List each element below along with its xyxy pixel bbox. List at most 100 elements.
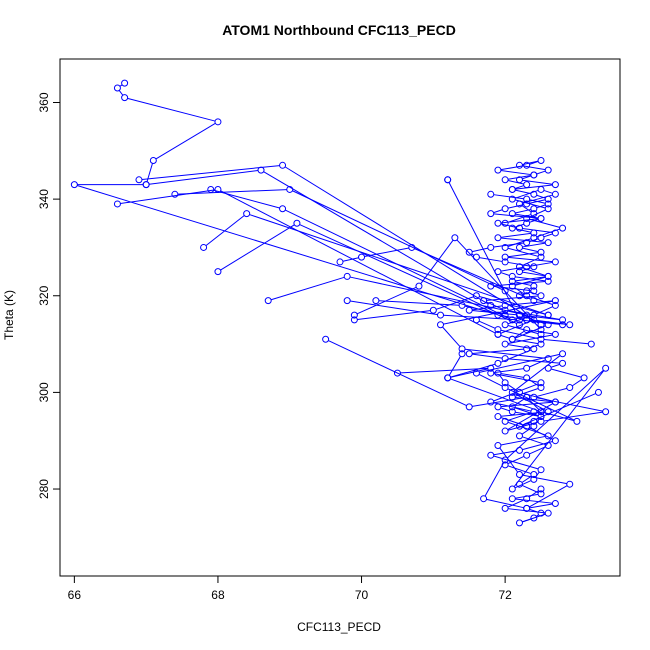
series-line-segment xyxy=(493,209,503,214)
data-point xyxy=(501,219,509,227)
data-point xyxy=(472,316,480,324)
series-line-segment xyxy=(521,427,532,435)
data-point xyxy=(508,393,516,401)
x-tick-label: 66 xyxy=(68,588,82,602)
data-point xyxy=(508,185,516,193)
data-point xyxy=(602,364,610,372)
series-line-segment xyxy=(514,189,539,199)
data-point xyxy=(530,229,538,237)
data-point xyxy=(508,210,516,218)
series-line-segment xyxy=(543,339,589,345)
data-point xyxy=(494,219,502,227)
data-point xyxy=(465,350,473,358)
data-point xyxy=(530,471,538,479)
series-line-segment xyxy=(521,205,532,213)
data-point xyxy=(515,161,523,169)
data-point xyxy=(437,311,445,319)
data-series xyxy=(393,190,567,382)
x-axis: 66 68 70 72 xyxy=(68,575,512,602)
series-line-segment xyxy=(508,358,560,364)
data-point xyxy=(113,200,121,208)
series-line-segment xyxy=(515,411,539,417)
data-point xyxy=(343,297,351,305)
data-point xyxy=(393,369,401,377)
series-line-segment xyxy=(571,379,582,387)
series-line-segment xyxy=(493,242,524,248)
data-point xyxy=(559,224,567,232)
data-point xyxy=(515,446,523,454)
series-line-segment xyxy=(299,224,517,324)
series-line-segment xyxy=(493,194,524,200)
data-point xyxy=(544,311,552,319)
data-point xyxy=(537,321,545,329)
data-series xyxy=(501,185,567,338)
data-point xyxy=(200,243,208,251)
series-line-segment xyxy=(513,370,605,487)
data-series xyxy=(444,176,567,329)
data-point xyxy=(551,330,559,338)
series-line-segment xyxy=(507,238,532,247)
series-line-segment xyxy=(472,247,488,253)
y-axis-label: Theta (K) xyxy=(2,290,16,340)
series-line-segment xyxy=(357,310,431,321)
data-point xyxy=(544,272,552,280)
data-point xyxy=(530,297,538,305)
y-tick-label: 280 xyxy=(37,479,51,499)
data-point xyxy=(243,210,251,218)
series-line-segment xyxy=(177,189,287,195)
series-line-segment xyxy=(550,368,582,378)
series-line-segment xyxy=(508,508,546,514)
data-point xyxy=(444,374,452,382)
series-layer xyxy=(70,79,610,527)
data-point xyxy=(501,379,509,387)
series-line-segment xyxy=(478,373,503,387)
series-line-segment xyxy=(141,165,280,180)
data-point xyxy=(523,364,531,372)
series-line-segment xyxy=(120,189,216,205)
series-line-segment xyxy=(220,224,295,271)
data-point xyxy=(551,398,559,406)
data-point xyxy=(544,239,552,247)
data-point xyxy=(515,268,523,276)
data-point xyxy=(437,321,445,329)
series-line-segment xyxy=(522,247,539,253)
data-point xyxy=(551,258,559,266)
series-line-segment xyxy=(486,498,524,509)
data-point xyxy=(142,181,150,189)
data-point xyxy=(515,243,523,251)
y-axis: 280 300 320 340 360 xyxy=(37,92,61,499)
series-line-segment xyxy=(507,179,524,185)
data-point xyxy=(508,408,516,416)
data-point xyxy=(515,471,523,479)
series-line-segment xyxy=(493,285,531,292)
data-point xyxy=(537,408,545,416)
data-point xyxy=(214,268,222,276)
data-point xyxy=(580,374,588,382)
data-point xyxy=(415,282,423,290)
series-line-segment xyxy=(522,267,546,276)
data-point xyxy=(494,413,502,421)
data-point xyxy=(537,340,545,348)
data-point xyxy=(530,475,538,483)
series-line-segment xyxy=(514,287,525,295)
series-line-segment xyxy=(515,339,539,345)
data-point xyxy=(523,422,531,430)
series-line-segment xyxy=(420,239,454,284)
series-line-segment xyxy=(270,276,345,301)
data-point xyxy=(458,350,466,358)
data-point xyxy=(515,388,523,396)
series-line-segment xyxy=(442,326,461,347)
series-line-segment xyxy=(515,276,546,286)
data-point xyxy=(501,456,509,464)
data-point xyxy=(537,248,545,256)
data-point xyxy=(544,408,552,416)
data-series xyxy=(350,234,545,334)
data-point xyxy=(458,301,466,309)
series-line-segment xyxy=(522,242,546,248)
series-line-segment xyxy=(529,218,560,228)
series-line-segment xyxy=(522,319,560,325)
series-line-segment xyxy=(77,185,496,315)
data-point xyxy=(121,94,129,102)
series-line-segment xyxy=(350,300,438,316)
series-line-segment xyxy=(522,436,546,446)
